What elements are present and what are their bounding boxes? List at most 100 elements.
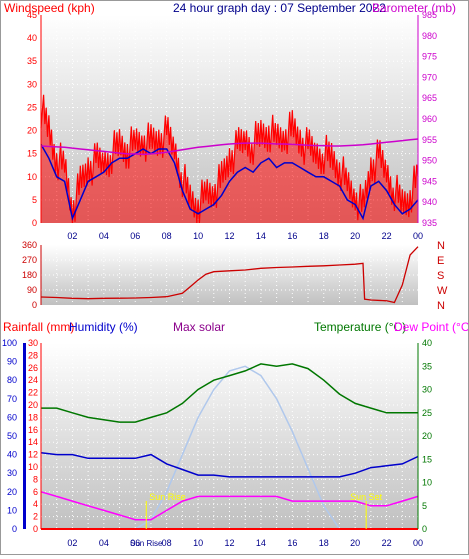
temperature-tick-label: 30 bbox=[422, 385, 432, 395]
wind-tick-label: 20 bbox=[27, 126, 37, 136]
compass-label: E bbox=[437, 255, 444, 267]
sun-rise-label: Sun Rise bbox=[149, 492, 186, 502]
direction-tick-label: 360 bbox=[22, 240, 37, 250]
wind-x-tick-label: 08 bbox=[162, 231, 172, 241]
wind-x-tick-label: 10 bbox=[193, 231, 203, 241]
rainfall-axis-label: Rainfall (mm) bbox=[3, 320, 74, 334]
temperature-tick-label: 10 bbox=[422, 478, 432, 488]
temperature-x-tick-label: 02 bbox=[67, 538, 77, 548]
temperature-x-tick-label: 04 bbox=[99, 538, 109, 548]
temperature-x-tick-label: 10 bbox=[193, 538, 203, 548]
dew-point-line bbox=[40, 491, 419, 521]
temperature-x-tick-label: 08 bbox=[162, 538, 172, 548]
barometer-tick-label: 940 bbox=[422, 197, 437, 207]
temperature-tick-label: 5 bbox=[422, 501, 427, 511]
compass-label: W bbox=[437, 285, 448, 297]
average-wind-line bbox=[40, 144, 419, 221]
barometer-tick-label: 965 bbox=[422, 93, 437, 103]
barometer-tick-label: 980 bbox=[422, 31, 437, 41]
direction-tick-label: 180 bbox=[22, 270, 37, 280]
rainfall-tick-label: 28 bbox=[28, 350, 38, 360]
humidity-tick-label: 40 bbox=[7, 450, 17, 460]
barometer-tick-label: 960 bbox=[422, 114, 437, 124]
max-solar-label: Max solar bbox=[173, 320, 225, 334]
rainfall-tick-label: 4 bbox=[33, 499, 38, 509]
rainfall-tick-label: 16 bbox=[28, 425, 38, 435]
temperature-tick-label: 25 bbox=[422, 408, 432, 418]
barometer-tick-label: 945 bbox=[422, 176, 437, 186]
humidity-tick-label: 10 bbox=[7, 505, 17, 515]
direction-tick-label: 0 bbox=[32, 300, 37, 310]
humidity-tick-label: 80 bbox=[7, 375, 17, 385]
temperature-tick-label: 20 bbox=[422, 431, 432, 441]
temperature-x-tick-label: 16 bbox=[287, 538, 297, 548]
humidity-axis-label: Humidity (%) bbox=[69, 320, 138, 334]
temperature-tick-label: 0 bbox=[422, 524, 427, 534]
barometer-axis-label: Barometer (mb) bbox=[372, 1, 456, 15]
temperature-x-tick-label: 06 bbox=[130, 538, 140, 548]
direction-tick-label: 90 bbox=[27, 285, 37, 295]
compass-label: N bbox=[437, 300, 445, 312]
barometer-tick-label: 950 bbox=[422, 156, 437, 166]
temperature-axis-label: Temperature (°C) bbox=[314, 320, 406, 334]
wind-tick-label: 45 bbox=[27, 10, 37, 20]
wind-x-tick-label: 00 bbox=[413, 231, 423, 241]
rainfall-tick-label: 24 bbox=[28, 375, 38, 385]
wind-tick-label: 10 bbox=[27, 172, 37, 182]
wind-tick-label: 0 bbox=[32, 218, 37, 228]
barometer-tick-label: 970 bbox=[422, 72, 437, 82]
graph-title: 24 hour graph day : 07 September 2022 bbox=[173, 1, 386, 15]
temperature-x-tick-label: 14 bbox=[256, 538, 266, 548]
humidity-tick-label: 60 bbox=[7, 412, 17, 422]
rainfall-tick-label: 10 bbox=[28, 462, 38, 472]
temperature-x-tick-label: 22 bbox=[382, 538, 392, 548]
humidity-tick-label: 90 bbox=[7, 357, 17, 367]
direction-tick-label: 270 bbox=[22, 255, 37, 265]
wind-x-tick-label: 06 bbox=[130, 231, 140, 241]
wind-x-tick-label: 02 bbox=[67, 231, 77, 241]
barometer-line bbox=[40, 138, 419, 156]
humidity-axis-bar bbox=[23, 343, 26, 529]
wind-tick-label: 30 bbox=[27, 79, 37, 89]
wind-tick-label: 15 bbox=[27, 149, 37, 159]
barometer-tick-label: 985 bbox=[422, 10, 437, 20]
humidity-line bbox=[40, 451, 419, 478]
rainfall-tick-label: 2 bbox=[33, 512, 38, 522]
rainfall-tick-label: 22 bbox=[28, 388, 38, 398]
barometer-tick-label: 955 bbox=[422, 135, 437, 145]
wind-axis-label: Windspeed (kph) bbox=[4, 1, 95, 15]
wind-direction-line bbox=[40, 246, 419, 304]
rainfall-tick-label: 18 bbox=[28, 412, 38, 422]
wind-tick-label: 35 bbox=[27, 56, 37, 66]
humidity-tick-label: 0 bbox=[12, 524, 17, 534]
humidity-tick-label: 70 bbox=[7, 394, 17, 404]
rainfall-tick-label: 12 bbox=[28, 450, 38, 460]
rainfall-tick-label: 8 bbox=[33, 474, 38, 484]
wind-tick-label: 5 bbox=[32, 195, 37, 205]
temperature-tick-label: 40 bbox=[422, 338, 432, 348]
wind-x-tick-label: 04 bbox=[99, 231, 109, 241]
humidity-tick-label: 100 bbox=[2, 338, 17, 348]
temperature-x-tick-label: 00 bbox=[413, 538, 423, 548]
rainfall-tick-label: 14 bbox=[28, 437, 38, 447]
compass-label: S bbox=[437, 270, 444, 282]
rainfall-tick-label: 26 bbox=[28, 363, 38, 373]
temperature-x-tick-label: 12 bbox=[224, 538, 234, 548]
wind-tick-label: 40 bbox=[27, 33, 37, 43]
humidity-tick-label: 20 bbox=[7, 487, 17, 497]
gust-line bbox=[40, 94, 419, 224]
wind-x-tick-label: 18 bbox=[319, 231, 329, 241]
sun-rise-tick-label: Sun Rise bbox=[130, 539, 163, 548]
rainfall-tick-label: 6 bbox=[33, 487, 38, 497]
temperature-line bbox=[41, 363, 418, 423]
rainfall-tick-label: 30 bbox=[28, 338, 38, 348]
wind-x-tick-label: 20 bbox=[350, 231, 360, 241]
barometer-tick-label: 975 bbox=[422, 52, 437, 62]
rainfall-tick-label: 20 bbox=[28, 400, 38, 410]
compass-label: N bbox=[437, 240, 445, 252]
wind-x-tick-label: 16 bbox=[287, 231, 297, 241]
wind-x-tick-label: 12 bbox=[224, 231, 234, 241]
dew-point-axis-label: Dew Point (°C) bbox=[394, 320, 468, 334]
